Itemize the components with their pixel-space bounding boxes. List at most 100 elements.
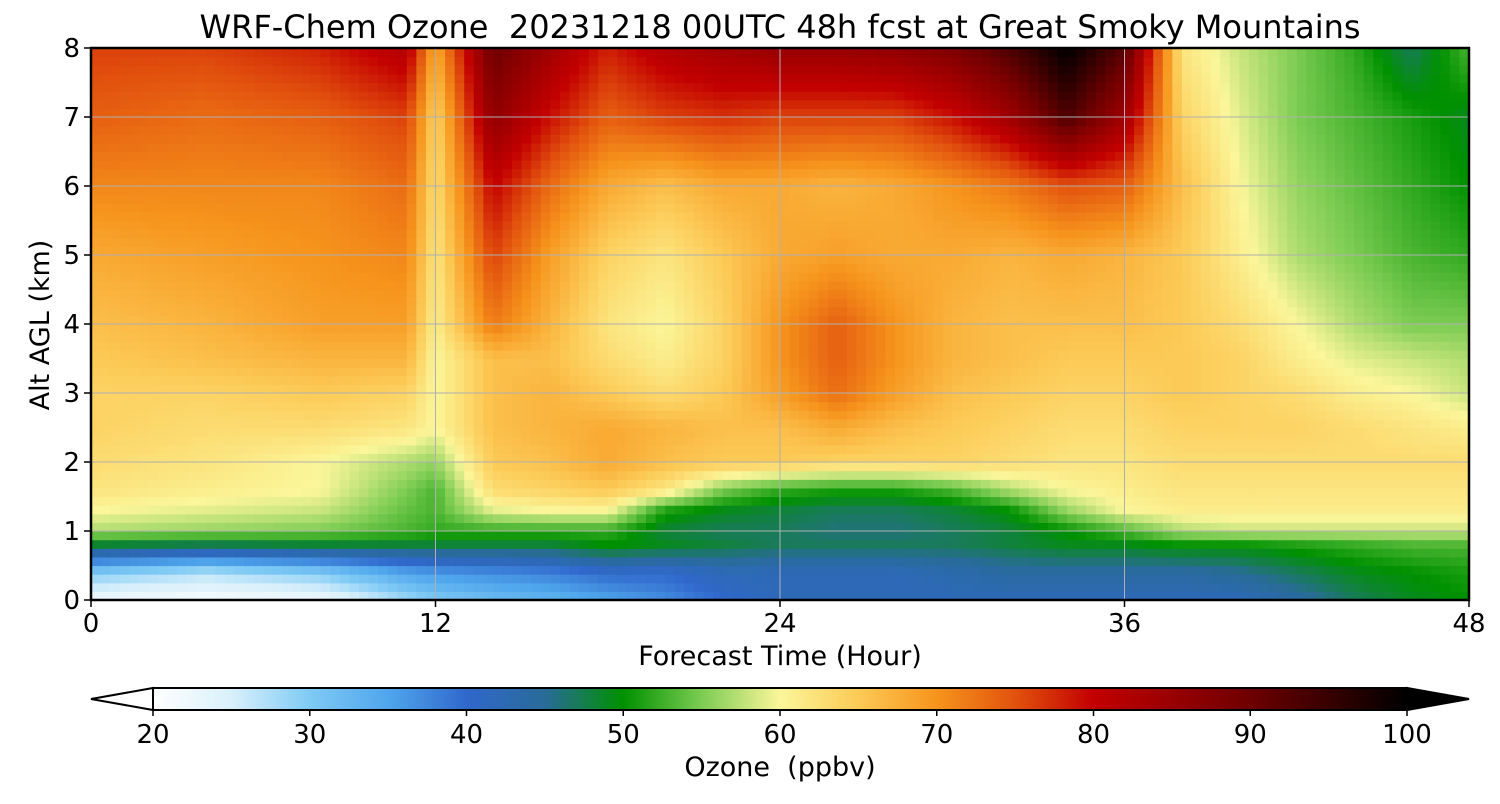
heat-cell <box>205 384 216 394</box>
heat-cell <box>1047 513 1059 523</box>
heat-cell <box>138 574 150 584</box>
heat-cell <box>473 522 484 532</box>
heat-cell <box>224 548 236 558</box>
heat-cell <box>1181 418 1193 429</box>
heat-cell <box>531 479 542 489</box>
heat-cell <box>646 436 657 446</box>
heat-cell <box>272 393 283 403</box>
heat-cell <box>330 505 341 515</box>
heat-cell <box>1229 418 1240 429</box>
heat-cell <box>1086 358 1097 368</box>
heat-cell <box>598 591 609 600</box>
heat-cell <box>808 341 819 351</box>
heat-cell <box>110 556 121 567</box>
heat-cell <box>952 565 963 575</box>
heat-cell <box>1172 505 1183 515</box>
heat-cell <box>1000 315 1011 325</box>
heat-cell <box>272 565 283 575</box>
heat-cell <box>875 298 886 308</box>
heat-cell <box>1392 565 1403 575</box>
heat-cell <box>1124 315 1135 325</box>
heat-cell <box>1315 453 1327 463</box>
heat-cell <box>320 548 331 558</box>
heat-cell <box>933 556 944 567</box>
heat-cell <box>1449 358 1461 368</box>
heat-cell <box>693 384 705 394</box>
heat-cell <box>1382 513 1394 523</box>
heat-cell <box>827 436 839 446</box>
heat-cell <box>387 548 398 558</box>
heat-cell <box>339 513 350 523</box>
heat-cell <box>1086 582 1097 592</box>
heat-cell <box>1086 306 1097 316</box>
heat-cell <box>234 358 245 368</box>
heat-cell <box>91 539 102 549</box>
heat-cell <box>674 436 685 446</box>
heat-cell <box>780 470 791 480</box>
heat-cell <box>751 505 762 515</box>
heat-cell <box>91 487 102 498</box>
heat-cell <box>531 548 542 558</box>
heat-cell <box>1210 462 1221 472</box>
heat-cell <box>1191 496 1202 506</box>
heat-cell <box>837 367 848 377</box>
heat-cell <box>751 479 762 489</box>
heat-cell <box>732 513 743 523</box>
heat-cell <box>531 436 542 446</box>
heat-cell <box>1114 582 1126 592</box>
heat-cell <box>722 427 733 437</box>
heat-cell <box>397 358 408 368</box>
heat-cell <box>196 479 207 489</box>
heat-cell <box>1143 393 1154 403</box>
heat-cell <box>780 349 791 360</box>
heat-cell <box>406 436 417 446</box>
heat-cell <box>311 548 322 558</box>
heat-cell <box>1191 591 1202 600</box>
heat-cell <box>646 505 657 515</box>
heat-cell <box>1315 341 1327 351</box>
heat-cell <box>416 358 427 368</box>
heat-cell <box>894 393 905 403</box>
heat-cell <box>148 462 159 472</box>
heat-cell <box>933 444 944 454</box>
heat-cell <box>330 470 341 480</box>
heat-cell <box>1306 410 1317 420</box>
heat-cell <box>119 582 130 592</box>
heat-cell <box>282 418 293 429</box>
heat-cell <box>157 324 169 334</box>
heat-cell <box>684 384 695 394</box>
heat-cell <box>626 444 638 454</box>
heat-cell <box>693 513 705 523</box>
heat-cell <box>1201 522 1212 532</box>
heat-cell <box>1191 444 1202 454</box>
heat-cell <box>445 410 456 420</box>
heat-cell <box>827 591 839 600</box>
heat-cell <box>1134 539 1145 549</box>
heat-cell <box>885 315 896 325</box>
heat-cell <box>913 393 925 403</box>
heat-cell <box>502 531 513 541</box>
heat-cell <box>521 341 532 351</box>
heat-cell <box>339 375 350 385</box>
heat-cell <box>358 531 370 541</box>
heat-cell <box>339 565 350 575</box>
heat-cell <box>502 487 513 498</box>
heat-cell <box>780 522 791 532</box>
heat-cell <box>406 479 417 489</box>
heat-cell <box>473 565 484 575</box>
heat-cell <box>1315 487 1327 498</box>
heat-cell <box>1239 487 1250 498</box>
heat-cell <box>1038 315 1049 325</box>
heat-cell <box>157 341 169 351</box>
heat-cell <box>799 393 810 403</box>
heat-cell <box>531 410 542 420</box>
heat-cell <box>1335 324 1346 334</box>
heat-cell <box>177 393 188 403</box>
heat-cell <box>1248 324 1260 334</box>
heat-cell <box>588 453 599 463</box>
heat-cell <box>1373 393 1384 403</box>
heat-cell <box>1449 367 1461 377</box>
heat-cell <box>177 556 188 567</box>
heat-cell <box>454 505 465 515</box>
heat-cell <box>598 479 609 489</box>
